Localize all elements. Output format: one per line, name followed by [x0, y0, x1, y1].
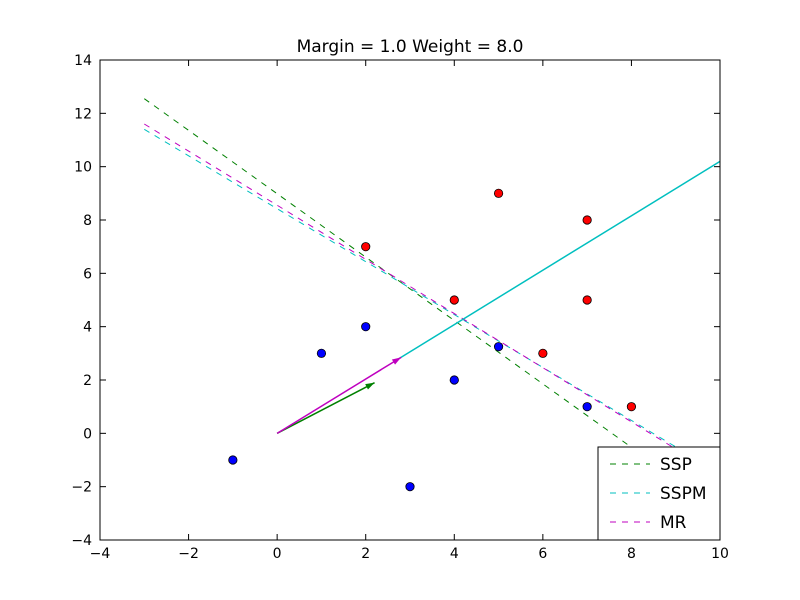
y-tick-label: 6	[83, 266, 92, 282]
data-point-red	[626, 402, 637, 412]
x-tick-label: 2	[361, 546, 370, 562]
data-point-red	[582, 215, 592, 225]
data-point-red	[493, 188, 504, 198]
y-tick-label: −2	[71, 480, 92, 496]
solid-line	[396, 160, 720, 361]
data-point-red	[361, 242, 371, 252]
data-point-red	[582, 295, 592, 305]
legend-label-mr: MR	[660, 513, 687, 533]
x-tick-label: 10	[711, 546, 729, 562]
x-tick-label: 8	[627, 546, 636, 562]
data-point-blue	[228, 455, 238, 465]
plot-area	[143, 98, 720, 512]
y-tick-label: 2	[83, 373, 92, 389]
y-tick-label: 10	[74, 160, 92, 176]
y-tick-label: 12	[74, 106, 92, 122]
legend-label-ssp: SSP	[660, 455, 692, 475]
y-tick-label: −4	[71, 533, 92, 549]
arrow-head	[365, 382, 375, 390]
y-tick-label: 0	[83, 426, 92, 442]
data-point-blue	[582, 402, 592, 412]
data-point-blue	[405, 482, 415, 492]
x-tick-label: 6	[538, 546, 547, 562]
plot-frame	[99, 59, 721, 541]
series-line-sspm	[144, 128, 720, 474]
data-point-red	[449, 295, 459, 305]
data-point-red	[538, 348, 548, 358]
x-tick-label: −4	[90, 546, 111, 562]
data-point-blue	[361, 322, 371, 332]
legend: SSP SSPM MR	[597, 446, 721, 541]
data-point-blue	[449, 375, 459, 385]
x-tick-label: −2	[178, 546, 199, 562]
chart-title: Margin = 1.0 Weight = 8.0	[297, 37, 524, 57]
x-tick-label: 0	[273, 546, 282, 562]
legend-label-sspm: SSPM	[660, 484, 707, 504]
y-tick-label: 4	[83, 320, 92, 336]
y-tick-label: 8	[83, 213, 92, 229]
arrow-shaft	[276, 356, 402, 434]
legend-box	[597, 446, 721, 541]
x-tick-label: 4	[450, 546, 459, 562]
series-line-ssp	[143, 98, 720, 512]
series-line-mr	[144, 123, 720, 477]
y-tick-label: 14	[74, 53, 92, 69]
arrow-head	[391, 357, 402, 365]
data-point-blue	[316, 348, 327, 358]
arrow-shaft	[276, 382, 375, 434]
data-point-blue	[493, 342, 504, 352]
